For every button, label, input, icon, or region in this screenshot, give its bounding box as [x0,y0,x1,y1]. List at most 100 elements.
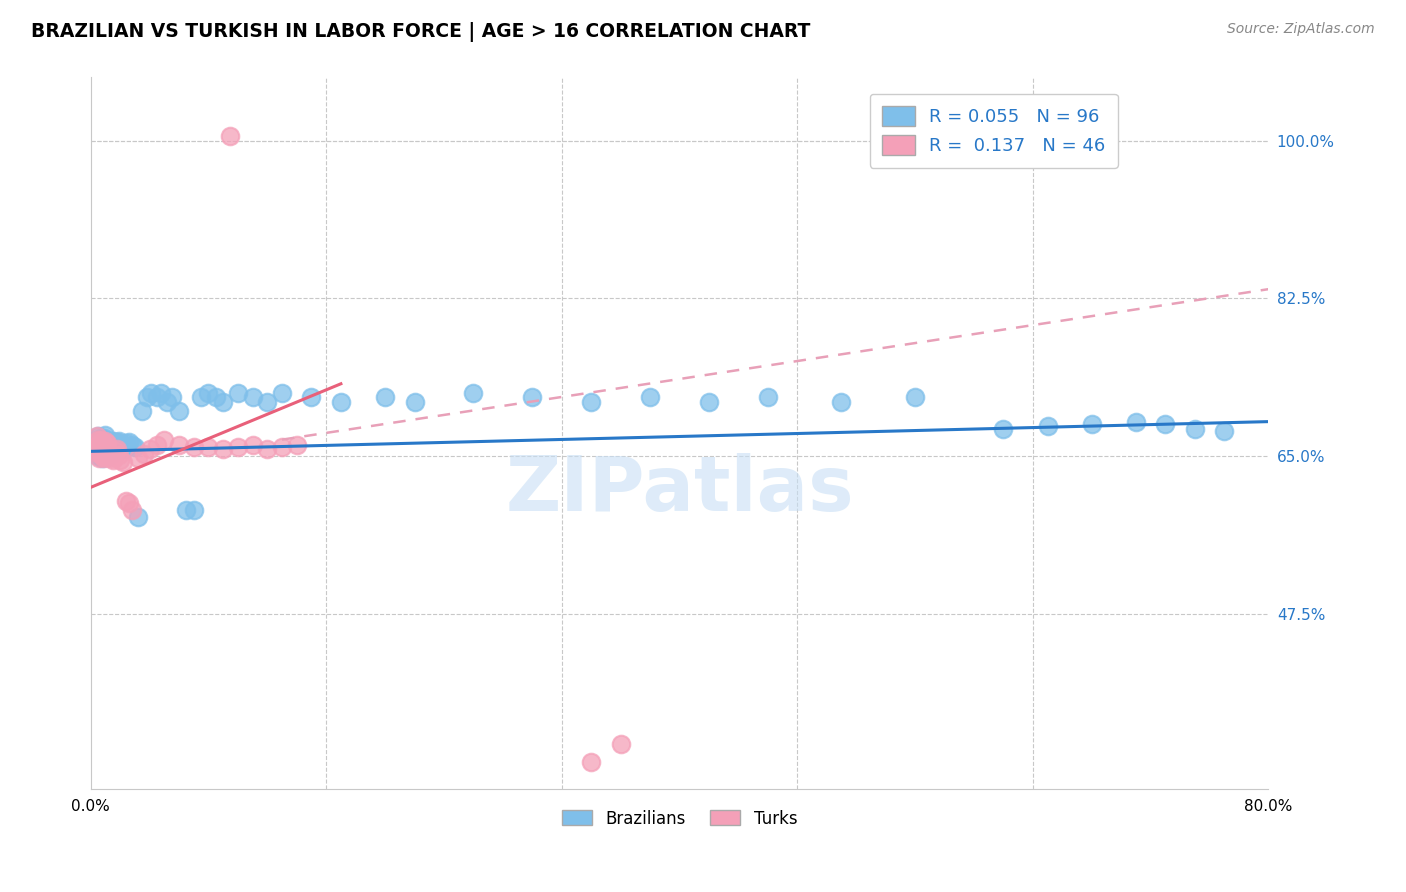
Point [87,433,110,447]
Point [91,438,114,452]
Point [609,737,631,751]
Point [146,390,169,404]
Point [242,390,264,404]
Point [91,432,114,446]
Point [93,448,115,462]
Point [101,445,124,459]
Point [94,428,117,442]
Point [90,442,112,456]
Point [1036,419,1059,434]
Point [153,433,176,447]
Point [118,435,141,450]
Point [105,442,128,456]
Point [104,436,127,450]
Text: ZIPatlas: ZIPatlas [505,453,853,527]
Point [103,444,125,458]
Point [94,450,117,464]
Point [1154,417,1177,432]
Point [93,442,115,457]
Point [101,434,124,448]
Point [127,510,149,524]
Point [993,422,1015,436]
Point [96,450,118,464]
Point [1125,415,1147,429]
Point [197,440,219,454]
Point [150,385,173,400]
Point [105,442,128,456]
Point [579,755,602,769]
Point [132,447,155,461]
Point [138,442,160,456]
Point [374,390,396,404]
Point [86,433,108,447]
Point [101,453,124,467]
Point [219,128,242,143]
Point [135,390,157,404]
Point [104,442,127,457]
Point [91,444,114,458]
Point [212,394,235,409]
Point [226,440,249,454]
Point [271,385,294,400]
Point [117,440,139,454]
Point [91,435,114,450]
Point [103,449,125,463]
Point [84,440,107,454]
Point [904,390,927,404]
Point [94,434,117,448]
Point [124,440,146,454]
Point [87,446,110,460]
Point [167,404,190,418]
Point [127,450,149,465]
Point [94,448,117,462]
Point [94,439,117,453]
Point [156,394,179,409]
Point [107,434,129,448]
Point [91,449,114,463]
Point [96,447,118,461]
Point [160,390,183,404]
Point [93,431,115,445]
Point [226,385,249,400]
Point [204,390,226,404]
Point [1213,424,1236,438]
Point [108,437,131,451]
Point [89,437,111,451]
Point [87,437,110,451]
Point [139,385,162,400]
Point [91,450,114,465]
Point [830,394,852,409]
Point [89,438,111,452]
Point [114,442,136,456]
Point [94,444,117,458]
Point [98,440,121,454]
Point [103,438,125,452]
Point [89,433,111,447]
Point [121,438,143,452]
Point [212,442,235,456]
Point [301,390,323,404]
Point [256,394,278,409]
Point [176,503,198,517]
Point [93,437,115,451]
Text: BRAZILIAN VS TURKISH IN LABOR FORCE | AGE > 16 CORRELATION CHART: BRAZILIAN VS TURKISH IN LABOR FORCE | AG… [31,22,810,42]
Point [89,444,111,458]
Point [96,436,118,450]
Point [1184,422,1206,436]
Point [84,440,107,454]
Point [86,429,108,443]
Point [756,390,779,404]
Point [86,444,108,458]
Point [98,446,121,460]
Point [105,435,128,450]
Point [256,442,278,456]
Point [697,394,720,409]
Point [97,436,120,450]
Point [183,503,205,517]
Point [121,503,143,517]
Point [96,435,118,450]
Point [522,390,544,404]
Point [97,449,120,463]
Point [90,436,112,450]
Point [87,449,110,463]
